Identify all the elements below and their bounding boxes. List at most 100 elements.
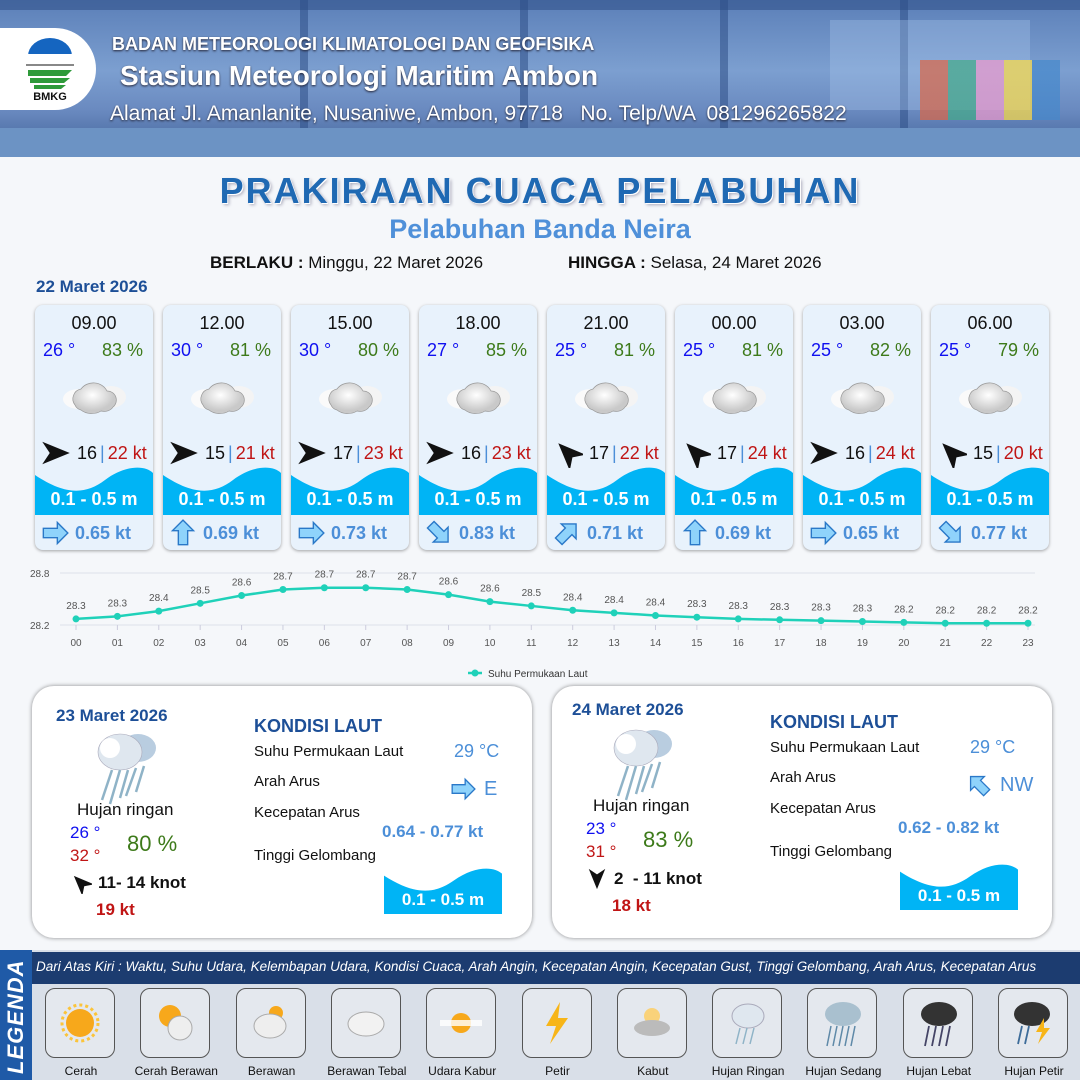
valid-to-date: Selasa, 24 Maret 2026 [650, 253, 822, 272]
sst-data-label: 28.4 [604, 595, 624, 606]
wind-arrow-icon [42, 441, 70, 465]
wave-height-value: 0.1 - 0.5 m [401, 890, 485, 909]
forecast-time: 15.00 [327, 313, 373, 333]
current-arrow-icon [682, 519, 708, 546]
page-title: PRAKIRAAN CUACA PELABUHAN [219, 170, 861, 211]
cloud-icon [447, 382, 510, 414]
temp-min: 23 ° [586, 819, 617, 838]
humidity: 81 % [741, 340, 783, 360]
wind-info: 17 | 23 kt [297, 438, 403, 468]
humidity: 85 % [485, 340, 527, 360]
current-speed: 0.65 kt [75, 522, 132, 543]
sst-data-label: 28.3 [770, 602, 790, 613]
weather-condition: Hujan ringan [77, 800, 174, 819]
gust-speed: 19 kt [96, 900, 135, 919]
sst-data-label: 28.3 [811, 603, 831, 614]
current-arrow-icon [426, 520, 449, 543]
wind-info: 2 - 11 knot [586, 868, 702, 890]
sst-label: Suhu Permukaan Laut [254, 743, 404, 760]
wind-speed: 2 - 11 knot [614, 869, 702, 888]
wave-icon [547, 467, 665, 515]
wave-height-value: 0.1 - 0.5 m [917, 886, 1001, 905]
legend-item: Cerah [45, 988, 117, 1078]
wind-speed: 16 [461, 442, 482, 463]
forecast-card: 12.00 30 ° 81 % 15 | 21 kt 0.1 - 0.5 m 0.6… [163, 305, 281, 550]
day3-panel: 24 Maret 2026 Hujan ringan 23 ° 31 ° 83 … [552, 686, 1052, 938]
light-rain-icon [731, 1003, 765, 1045]
wind-arrow-icon [588, 868, 606, 890]
fog-icon [633, 1008, 670, 1036]
sst-data-label: 28.2 [894, 604, 914, 615]
sst-point [983, 619, 991, 627]
cloud-icon [703, 382, 766, 414]
x-tick-label: 01 [112, 638, 124, 649]
humidity: 81 % [613, 340, 655, 360]
separator: | [228, 442, 233, 463]
sea-condition-title: KONDISI LAUT [254, 716, 382, 736]
forecast-card: 00.00 25 ° 81 % 17 | 24 kt 0.1 - 0.5 m 0.6… [675, 305, 793, 550]
wave-icon [291, 467, 409, 515]
wave-height: 0.1 - 0.5 m [562, 489, 650, 509]
separator: | [356, 442, 361, 463]
port-name: Pelabuhan Banda Neira [389, 214, 691, 244]
current-direction-value: E [484, 777, 498, 800]
cloud-icon [575, 382, 638, 414]
legend-icon-box [330, 988, 401, 1058]
sst-point [279, 585, 287, 593]
current-speed: 0.69 kt [715, 522, 772, 543]
legend-item: Hujan Lebat [902, 988, 975, 1078]
current-arrow-icon [969, 775, 991, 797]
current-info: 0.65 kt [809, 519, 899, 547]
sst-data-label: 28.4 [149, 593, 169, 604]
separator: | [484, 442, 489, 463]
weather-condition: Hujan ringan [593, 796, 690, 815]
sst-data-label: 28.2 [1018, 605, 1038, 616]
legend-icon-box [426, 988, 497, 1058]
forecast-time: 03.00 [839, 313, 885, 333]
air-temperature: 25 ° [811, 340, 844, 360]
sst-data-label: 28.6 [232, 578, 252, 589]
sst-data-label: 28.3 [66, 601, 86, 612]
x-tick-label: 09 [443, 638, 455, 649]
wave-height-label: Tinggi Gelombang [254, 847, 377, 864]
wind-info: 16 | 24 kt [809, 438, 915, 468]
x-tick-label: 11 [526, 638, 537, 649]
separator: | [996, 442, 1001, 463]
moderate-rain-icon [825, 1002, 862, 1047]
forecast-card: 06.00 25 ° 79 % 15 | 20 kt 0.1 - 0.5 m 0.7… [931, 305, 1049, 550]
gust-speed: 23 kt [491, 442, 531, 463]
legend-item: Kabut [616, 988, 689, 1078]
sst-data-label: 28.4 [646, 597, 666, 608]
separator: | [612, 442, 617, 463]
wave-icon [675, 467, 793, 515]
current-speed-value: 0.62 - 0.82 kt [898, 818, 1000, 837]
x-tick-label: 06 [319, 638, 331, 649]
legend-side-bar [0, 950, 32, 1080]
sst-point [486, 598, 494, 606]
wind-speed: 11- 14 knot [98, 873, 186, 892]
wind-speed: 17 [333, 442, 354, 463]
x-tick-label: 18 [815, 638, 827, 649]
x-tick-label: 03 [195, 638, 207, 649]
wind-info: 17 | 22 kt [553, 438, 659, 468]
gust-speed: 18 kt [612, 896, 651, 915]
valid-to-label: HINGGA : [568, 253, 646, 272]
wind-arrow-icon [810, 441, 838, 465]
current-info: 0.69 kt [169, 519, 259, 547]
wind-speed: 16 [77, 442, 98, 463]
humidity: 83 % [101, 340, 143, 360]
legend-item: Petir [521, 988, 594, 1078]
legend-icon-box [45, 988, 115, 1058]
humidity: 79 % [997, 340, 1039, 360]
cloud-icon [63, 382, 126, 414]
agency-name: BADAN METEOROLOGI KLIMATOLOGI DAN GEOFIS… [112, 34, 595, 54]
day1-date: 22 Maret 2026 [36, 277, 148, 296]
valid-from: BERLAKU : Minggu, 22 Maret 2026 [210, 253, 483, 273]
current-direction: E [450, 776, 497, 802]
air-temperature: 25 ° [683, 340, 716, 360]
current-info: 0.69 kt [681, 519, 771, 547]
cloud-icon [347, 1011, 385, 1037]
current-speed-label: Kecepatan Arus [254, 804, 360, 821]
sst-data-label: 28.7 [315, 570, 335, 581]
x-tick-label: 02 [153, 638, 165, 649]
